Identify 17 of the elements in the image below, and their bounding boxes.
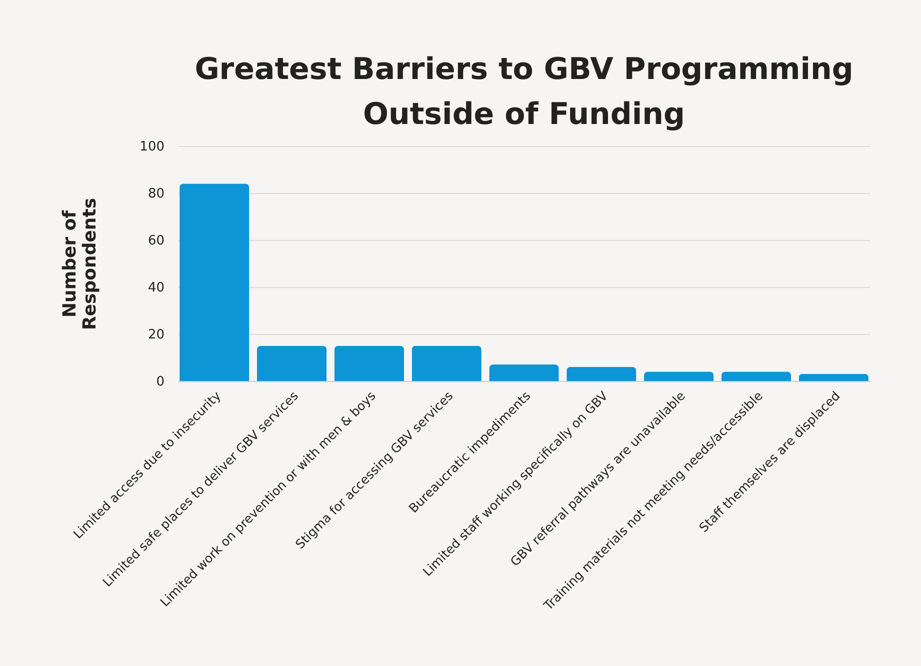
y-tick-label: 100 <box>140 140 164 154</box>
bar <box>566 366 636 381</box>
chart-title: Greatest Barriers to GBV Programming Outside of Funding <box>194 52 854 132</box>
bar <box>798 374 868 381</box>
bar <box>412 346 482 381</box>
y-tick-label: 80 <box>148 186 164 202</box>
bar <box>334 346 404 381</box>
bar <box>721 372 792 381</box>
bar <box>489 364 559 381</box>
bar <box>644 372 714 381</box>
y-tick-label: 20 <box>148 328 164 342</box>
y-axis-title: Number of Respondents <box>60 198 101 330</box>
bar <box>180 184 250 381</box>
y-tick-label: 40 <box>148 280 164 296</box>
bar <box>256 346 327 381</box>
y-tick-label: 60 <box>148 234 164 248</box>
y-tick-label: 0 <box>156 374 164 390</box>
